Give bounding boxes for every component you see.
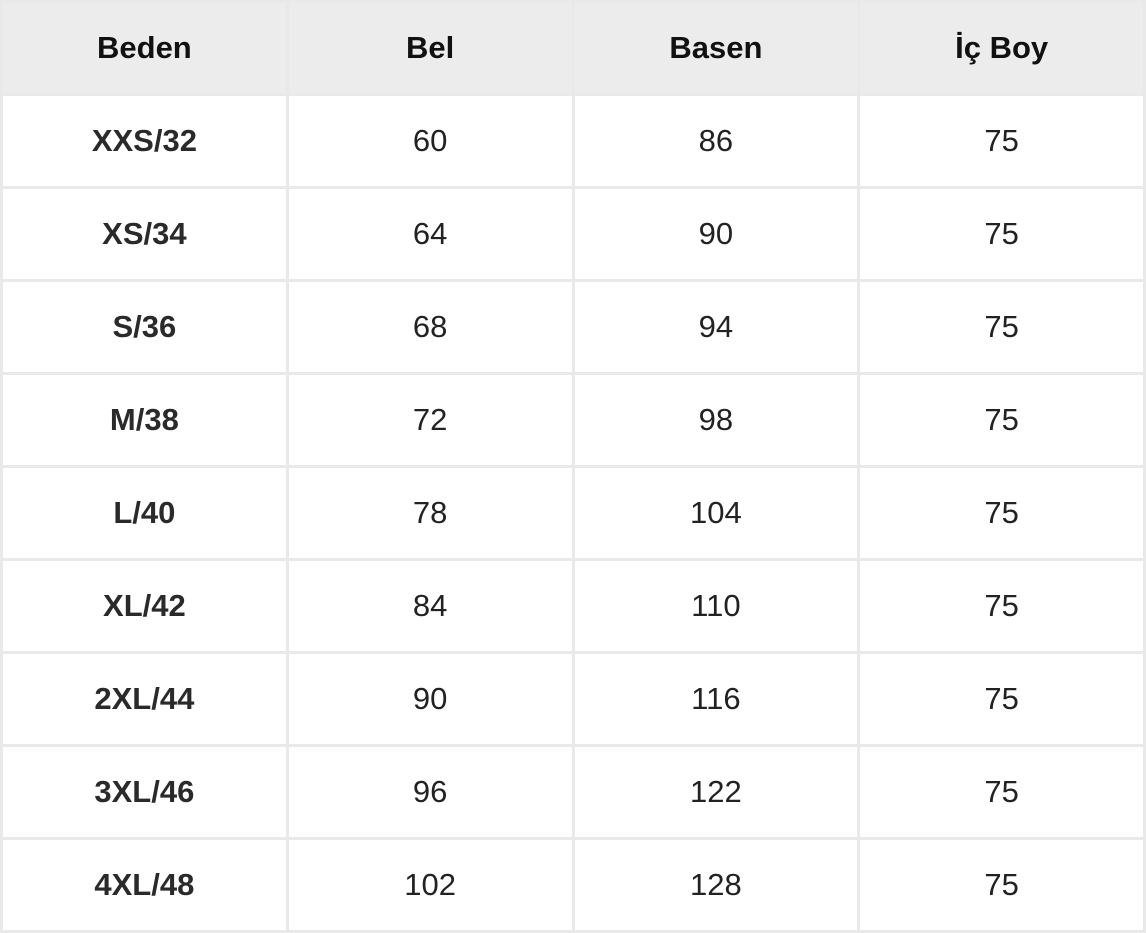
hip-cell: 94: [574, 282, 858, 372]
table-row: 4XL/48 102 128 75: [3, 840, 1143, 930]
table-row: XS/34 64 90 75: [3, 189, 1143, 279]
hip-cell: 128: [574, 840, 858, 930]
table-row: 2XL/44 90 116 75: [3, 654, 1143, 744]
inseam-cell: 75: [860, 375, 1143, 465]
inseam-cell: 75: [860, 747, 1143, 837]
waist-cell: 60: [288, 96, 572, 186]
table-row: L/40 78 104 75: [3, 468, 1143, 558]
hip-cell: 86: [574, 96, 858, 186]
size-cell: 3XL/46: [3, 747, 286, 837]
inseam-cell: 75: [860, 561, 1143, 651]
inseam-cell: 75: [860, 468, 1143, 558]
size-cell: S/36: [3, 282, 286, 372]
table-row: 3XL/46 96 122 75: [3, 747, 1143, 837]
header-beden: Beden: [3, 3, 286, 93]
inseam-cell: 75: [860, 840, 1143, 930]
inseam-cell: 75: [860, 282, 1143, 372]
table-row: S/36 68 94 75: [3, 282, 1143, 372]
hip-cell: 110: [574, 561, 858, 651]
hip-cell: 122: [574, 747, 858, 837]
waist-cell: 68: [288, 282, 572, 372]
hip-cell: 104: [574, 468, 858, 558]
hip-cell: 98: [574, 375, 858, 465]
waist-cell: 90: [288, 654, 572, 744]
waist-cell: 78: [288, 468, 572, 558]
inseam-cell: 75: [860, 96, 1143, 186]
size-cell: XXS/32: [3, 96, 286, 186]
size-cell: 4XL/48: [3, 840, 286, 930]
waist-cell: 84: [288, 561, 572, 651]
size-cell: L/40: [3, 468, 286, 558]
header-ic-boy: İç Boy: [860, 3, 1143, 93]
size-cell: 2XL/44: [3, 654, 286, 744]
size-cell: XL/42: [3, 561, 286, 651]
waist-cell: 102: [288, 840, 572, 930]
inseam-cell: 75: [860, 654, 1143, 744]
inseam-cell: 75: [860, 189, 1143, 279]
waist-cell: 64: [288, 189, 572, 279]
table-row: M/38 72 98 75: [3, 375, 1143, 465]
size-cell: M/38: [3, 375, 286, 465]
table-row: XL/42 84 110 75: [3, 561, 1143, 651]
waist-cell: 72: [288, 375, 572, 465]
header-row: Beden Bel Basen İç Boy: [3, 3, 1143, 93]
table-row: XXS/32 60 86 75: [3, 96, 1143, 186]
waist-cell: 96: [288, 747, 572, 837]
header-basen: Basen: [574, 3, 858, 93]
hip-cell: 90: [574, 189, 858, 279]
hip-cell: 116: [574, 654, 858, 744]
header-bel: Bel: [288, 3, 572, 93]
size-cell: XS/34: [3, 189, 286, 279]
